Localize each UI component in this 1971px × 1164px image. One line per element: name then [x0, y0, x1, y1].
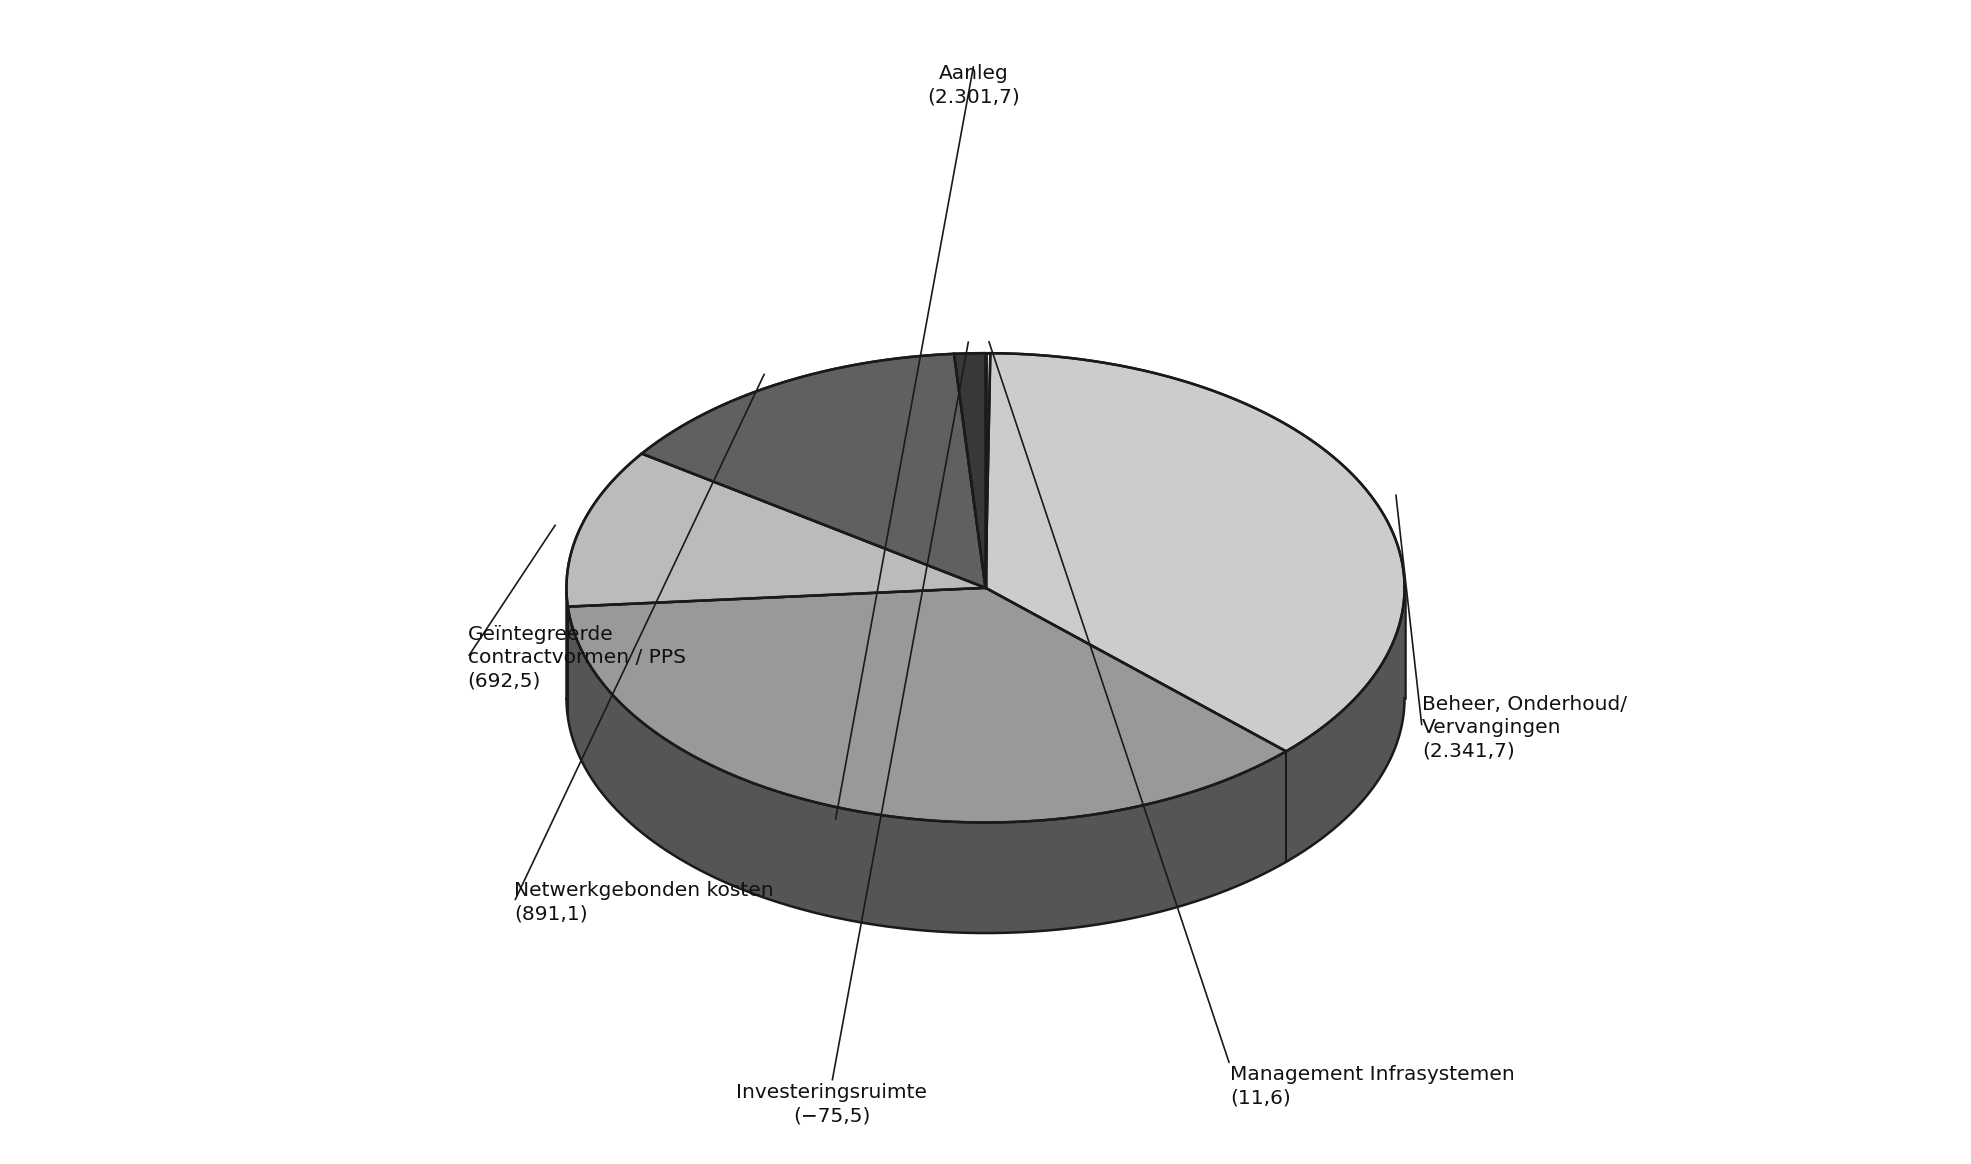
Polygon shape — [566, 588, 1405, 934]
Text: Aanleg
(2.301,7): Aanleg (2.301,7) — [928, 64, 1021, 107]
Polygon shape — [566, 454, 986, 606]
Text: Geïntegreerde
contractvormen / PPS
(692,5): Geïntegreerde contractvormen / PPS (692,… — [467, 625, 686, 690]
Polygon shape — [986, 353, 1405, 751]
Polygon shape — [954, 353, 986, 588]
Polygon shape — [986, 353, 989, 588]
Text: Netwerkgebonden kosten
(891,1): Netwerkgebonden kosten (891,1) — [514, 881, 775, 923]
Text: Beheer, Onderhoud/
Vervangingen
(2.341,7): Beheer, Onderhoud/ Vervangingen (2.341,7… — [1421, 695, 1626, 760]
Polygon shape — [643, 354, 986, 588]
Polygon shape — [568, 588, 1285, 823]
Text: Investeringsruimte
(−75,5): Investeringsruimte (−75,5) — [737, 1083, 926, 1126]
Text: Management Infrasystemen
(11,6): Management Infrasystemen (11,6) — [1230, 1065, 1514, 1108]
